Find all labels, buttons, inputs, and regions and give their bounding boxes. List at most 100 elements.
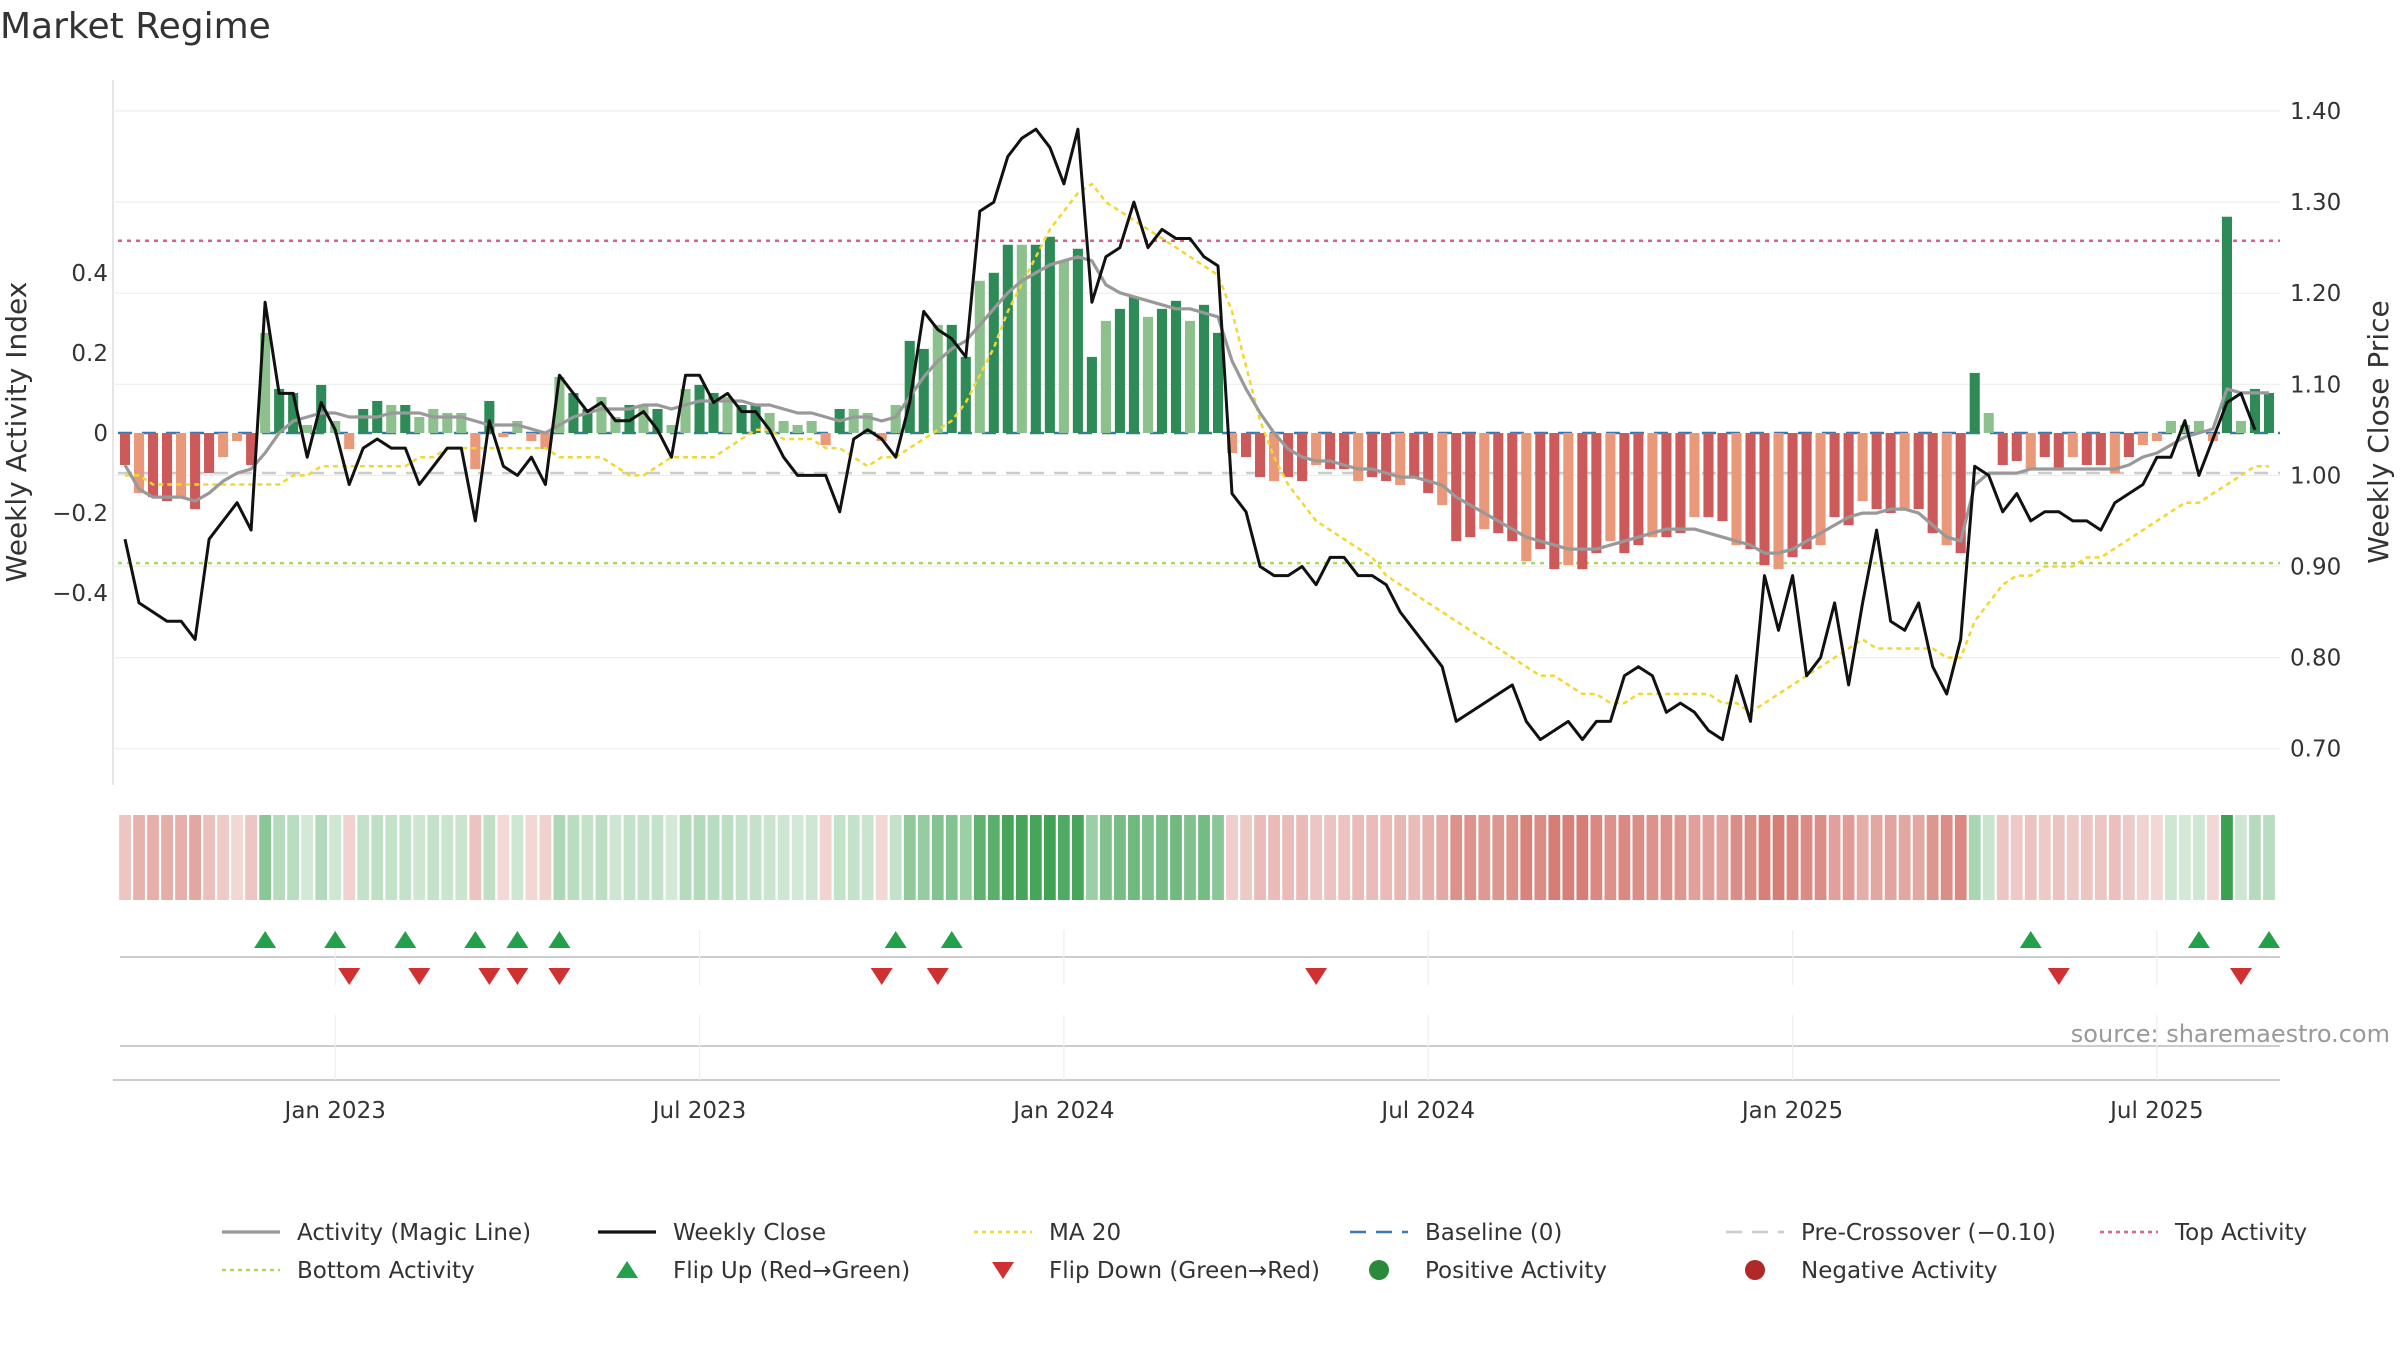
heat-cell [1562,815,1575,900]
heat-cell [1674,815,1687,900]
heat-cell [1240,815,1252,900]
heat-cell [1282,815,1294,900]
heat-cell [1086,815,1098,900]
activity-bar [1311,433,1322,466]
heat-cell [889,815,902,900]
chart-title: Market Regime [0,6,271,47]
activity-bar [204,433,215,474]
activity-bar [484,400,495,433]
activity-bar [147,433,159,498]
activity-bar [1521,433,1532,562]
heat-cell [1940,815,1953,900]
heat-cell [623,815,636,900]
activity-bar [1787,433,1798,558]
flip-up-marker [394,931,417,948]
activity-bar [1759,433,1770,566]
left-tick-label: −0.2 [52,501,108,527]
activity-bar [792,424,803,433]
heat-cell [1954,815,1967,900]
activity-bar [442,412,453,433]
left-tick-label: −0.4 [52,581,108,607]
activity-bar [162,433,173,502]
heat-cell [1128,815,1140,900]
heat-cell [553,815,566,900]
heat-cell [1422,815,1435,900]
activity-bar [470,433,481,470]
legend-swatch [1369,1260,1389,1280]
legend-label: MA 20 [1049,1220,1121,1246]
heat-cell [581,815,594,900]
activity-bar [2165,420,2176,433]
activity-bar [1633,433,1644,546]
flip-markers [254,931,2280,985]
heat-cell [749,815,762,900]
activity-bar [1142,316,1153,433]
activity-bar [2123,433,2134,458]
heat-cell [2094,815,2107,900]
activity-bar [974,280,985,433]
heat-cell [1982,815,1995,900]
activity-bar [1241,433,1252,458]
heat-cell [959,815,972,900]
ma20-line [125,182,2269,714]
heat-cell [1646,815,1659,900]
regime-heat-strip [119,815,2275,900]
activity-bar [1437,433,1448,506]
right-tick-label: 0.90 [2290,555,2341,581]
heat-cell [1884,815,1897,900]
heat-cell [427,815,440,900]
heat-cell [567,815,580,900]
activity-bar [1353,433,1364,482]
activity-bar [1507,433,1518,542]
activity-bar [246,433,257,466]
heat-cell [2136,815,2149,900]
heat-cell [1352,815,1365,900]
activity-bar [1731,433,1742,546]
x-axis-ticks: Jan 2023 Jul 2023 Jan 2024 Jul 2024 Jan 2025… [283,1098,2204,1124]
heat-cell [1548,815,1561,900]
heat-cell [777,815,790,900]
activity-bar [1577,433,1588,570]
activity-bar [1829,433,1840,518]
activity-bar [1983,412,1994,433]
activity-bar [1409,433,1420,478]
activity-bar [1156,308,1168,433]
heat-cell [847,815,860,900]
heat-cell [203,815,215,900]
left-axis-ticks: 0.4 0.2 0 −0.2 −0.4 [52,261,108,607]
heat-cell [273,815,286,900]
flip-down-marker [1305,968,1328,985]
activity-bar [2193,420,2204,433]
activity-bar [218,433,229,458]
heat-cell [119,815,131,900]
heat-cell [1324,815,1337,900]
heat-cell [1632,815,1645,900]
heat-cell [1394,815,1407,900]
heat-cell [1072,815,1084,900]
activity-bar [540,433,551,450]
activity-bar [988,272,999,433]
activity-bar [1871,433,1882,510]
activity-bar [1899,433,1910,510]
heat-cell [1968,815,1981,900]
heat-cell [231,815,243,900]
grid-lines [113,110,2280,750]
activity-bar [694,384,705,433]
flip-up-marker [464,931,487,948]
heat-cell [189,815,201,900]
heat-cell [903,815,916,900]
heat-cell [1310,815,1322,900]
heat-cell [1001,815,1014,900]
heat-cell [651,815,664,900]
activity-bar [1086,356,1097,433]
activity-bar [1493,433,1504,534]
activity-bar [1465,433,1476,538]
heat-cell [1506,815,1519,900]
heat-cell [1226,815,1238,900]
activity-bar [666,424,677,433]
heat-cell [1660,815,1673,900]
activity-bar [736,404,747,433]
heat-cell [483,815,496,900]
heat-cell [1114,815,1126,900]
activity-bar [1381,433,1392,482]
